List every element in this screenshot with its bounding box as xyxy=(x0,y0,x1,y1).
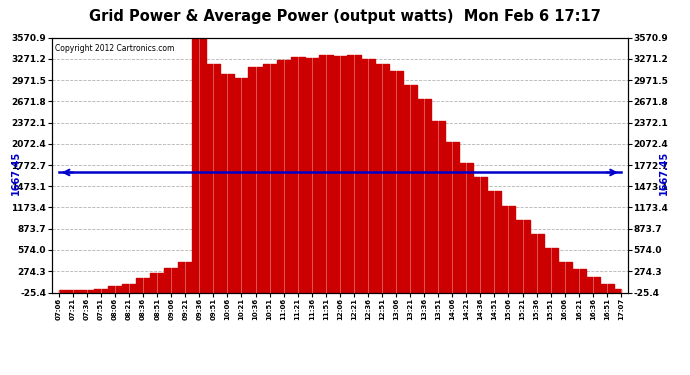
Text: 1667.45: 1667.45 xyxy=(659,150,669,195)
Text: Copyright 2012 Cartronics.com: Copyright 2012 Cartronics.com xyxy=(55,44,174,53)
Text: 1667.45: 1667.45 xyxy=(11,150,21,195)
Text: Grid Power & Average Power (output watts)  Mon Feb 6 17:17: Grid Power & Average Power (output watts… xyxy=(89,9,601,24)
